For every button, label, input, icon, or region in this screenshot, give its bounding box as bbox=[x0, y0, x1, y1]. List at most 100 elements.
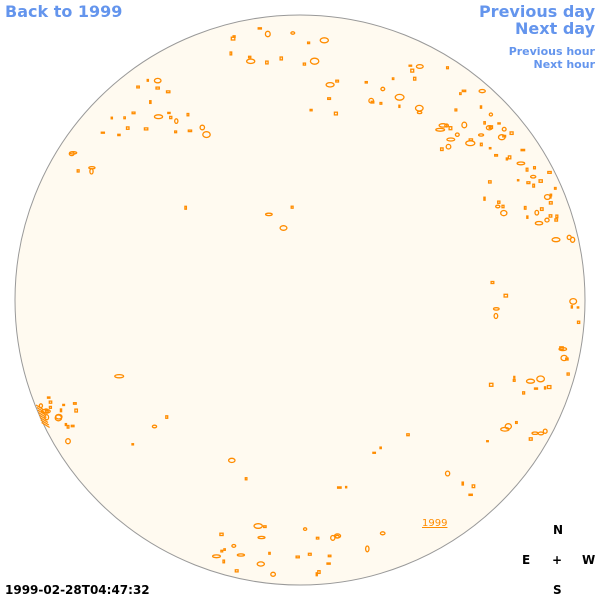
contour-mark bbox=[48, 405, 53, 409]
contour-mark bbox=[279, 56, 284, 61]
contour-mark bbox=[234, 569, 239, 573]
contour-mark bbox=[59, 408, 63, 413]
contour-mark bbox=[174, 130, 178, 134]
contour-mark bbox=[229, 51, 233, 56]
contour-mark bbox=[543, 193, 551, 201]
contour-mark bbox=[187, 129, 193, 133]
contour-mark bbox=[406, 433, 410, 437]
contour-mark bbox=[325, 81, 335, 88]
compass-south: S bbox=[553, 583, 562, 597]
contour-mark bbox=[516, 161, 526, 166]
contour-mark bbox=[202, 131, 211, 139]
contour-mark bbox=[372, 451, 377, 454]
contour-mark bbox=[534, 220, 544, 226]
compass-center: + bbox=[552, 553, 563, 567]
contour-mark bbox=[257, 27, 263, 30]
compass-north: N bbox=[553, 523, 564, 537]
contour-mark bbox=[543, 386, 547, 390]
limb-contour-mark bbox=[39, 416, 49, 424]
contour-mark bbox=[110, 116, 114, 120]
contour-mark bbox=[558, 346, 568, 352]
contour-mark bbox=[487, 180, 492, 184]
contour-mark bbox=[415, 63, 424, 70]
next-day-link[interactable]: Next day bbox=[515, 19, 595, 38]
contour-mark bbox=[153, 114, 164, 120]
contour-mark bbox=[514, 420, 518, 425]
contour-mark bbox=[398, 104, 401, 109]
timestamp: 1999-02-28T04:47:32 bbox=[5, 583, 150, 597]
contour-mark bbox=[247, 55, 252, 59]
contour-mark bbox=[54, 413, 63, 420]
contour-mark bbox=[302, 62, 307, 66]
contour-mark bbox=[531, 431, 539, 436]
contour-mark bbox=[554, 218, 559, 222]
contour-mark bbox=[136, 85, 140, 89]
contour-mark bbox=[264, 30, 271, 38]
contour-mark bbox=[143, 127, 149, 131]
contour-mark bbox=[336, 486, 342, 489]
contour-mark bbox=[309, 108, 313, 112]
contour-mark bbox=[265, 60, 269, 65]
contour-mark bbox=[533, 387, 539, 390]
contour-mark bbox=[532, 166, 537, 170]
contour-mark bbox=[245, 58, 256, 65]
contour-mark bbox=[268, 551, 271, 555]
contour-mark bbox=[538, 179, 543, 183]
contour-mark bbox=[302, 527, 308, 532]
contour-mark bbox=[68, 151, 75, 157]
contour-mark bbox=[479, 105, 483, 109]
contour-mark bbox=[46, 396, 51, 399]
contour-mark bbox=[379, 446, 382, 450]
contour-mark bbox=[529, 174, 537, 179]
contour-mark bbox=[270, 571, 277, 577]
contour-mark bbox=[495, 204, 501, 209]
contour-mark bbox=[501, 204, 505, 209]
contour-mark bbox=[446, 137, 456, 142]
contour-mark bbox=[364, 80, 368, 84]
contour-mark bbox=[553, 186, 557, 190]
contour-mark bbox=[315, 536, 320, 540]
contour-mark bbox=[493, 312, 499, 320]
year-link[interactable]: 1999 bbox=[422, 518, 448, 529]
contour-mark bbox=[461, 89, 467, 93]
contour-mark bbox=[125, 126, 130, 130]
back-to-year-link[interactable]: Back to 1999 bbox=[5, 2, 123, 21]
contour-mark bbox=[494, 153, 499, 157]
limb-contour-mark bbox=[40, 419, 50, 426]
contour-mark bbox=[479, 142, 483, 147]
previous-day-link[interactable]: Previous day bbox=[478, 2, 595, 21]
contour-mark bbox=[438, 123, 448, 128]
contour-mark bbox=[547, 170, 552, 174]
contour-mark bbox=[513, 375, 516, 379]
contour-mark bbox=[327, 554, 332, 558]
contour-mark bbox=[497, 200, 501, 204]
contour-mark bbox=[468, 493, 473, 497]
contour-mark bbox=[155, 86, 160, 90]
contour-mark bbox=[220, 549, 224, 553]
contour-mark bbox=[459, 92, 462, 96]
contour-mark bbox=[290, 205, 294, 209]
contour-mark bbox=[488, 382, 494, 387]
contour-mark bbox=[117, 133, 121, 137]
contour-mark bbox=[186, 112, 190, 117]
active-region-contours bbox=[35, 27, 581, 577]
contour-mark bbox=[454, 132, 460, 138]
contour-mark bbox=[497, 134, 506, 141]
contour-mark bbox=[551, 237, 561, 243]
contour-mark bbox=[223, 548, 226, 551]
contour-mark bbox=[488, 146, 492, 150]
contour-mark bbox=[539, 207, 544, 212]
contour-mark bbox=[100, 131, 106, 134]
contour-mark bbox=[525, 167, 529, 172]
contour-mark bbox=[569, 236, 576, 243]
contour-mark bbox=[256, 561, 266, 567]
contour-mark bbox=[309, 57, 320, 65]
contour-mark bbox=[465, 140, 476, 147]
previous-hour-link[interactable]: Previous hour bbox=[508, 45, 595, 58]
contour-mark bbox=[412, 76, 417, 81]
contour-mark bbox=[536, 375, 546, 383]
contour-mark bbox=[507, 155, 512, 160]
contour-mark bbox=[290, 31, 296, 35]
contour-mark bbox=[532, 183, 536, 188]
next-hour-link[interactable]: Next hour bbox=[533, 58, 596, 71]
